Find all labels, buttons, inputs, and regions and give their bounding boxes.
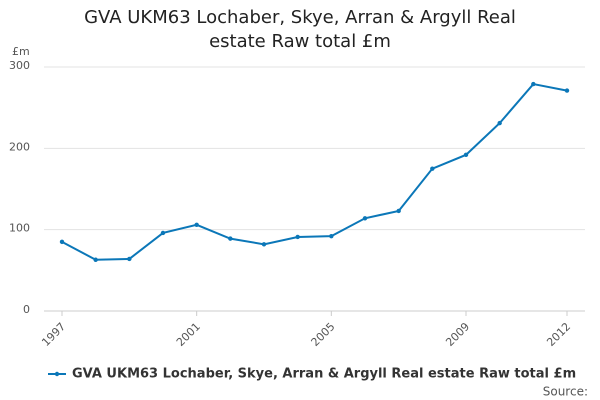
point [194,222,199,227]
y-unit: £m [12,45,30,58]
point [531,81,536,87]
line [61,82,568,261]
point [396,208,401,214]
point [127,256,132,262]
point [59,239,65,245]
y-tick-label: 0 [23,303,30,316]
point [329,233,334,239]
y-tick-label: 200 [9,140,30,153]
y-tick-label: 300 [9,59,30,72]
x-tick-label: 2009 [443,320,472,349]
point [228,236,233,241]
point [497,120,502,126]
point [430,166,435,171]
x-tick-label: 2001 [174,320,203,349]
point [463,152,469,158]
chart-title: GVA UKM63 Lochaber, Skye, Arran & Argyll… [84,7,516,52]
source: Source: [543,385,588,399]
point [93,257,98,262]
legend-marker [54,371,60,377]
point [160,230,166,236]
point [362,216,368,221]
point [295,234,300,240]
x-tick-label: 2012 [544,320,573,349]
y-tick-label: 100 [9,222,30,235]
legend-label: GVA UKM63 Lochaber, Skye, Arran & Argyll… [72,367,576,382]
x-tick-label: 1997 [39,320,68,349]
x-tick-label: 2005 [309,320,338,349]
point [261,242,267,247]
point [564,88,570,93]
